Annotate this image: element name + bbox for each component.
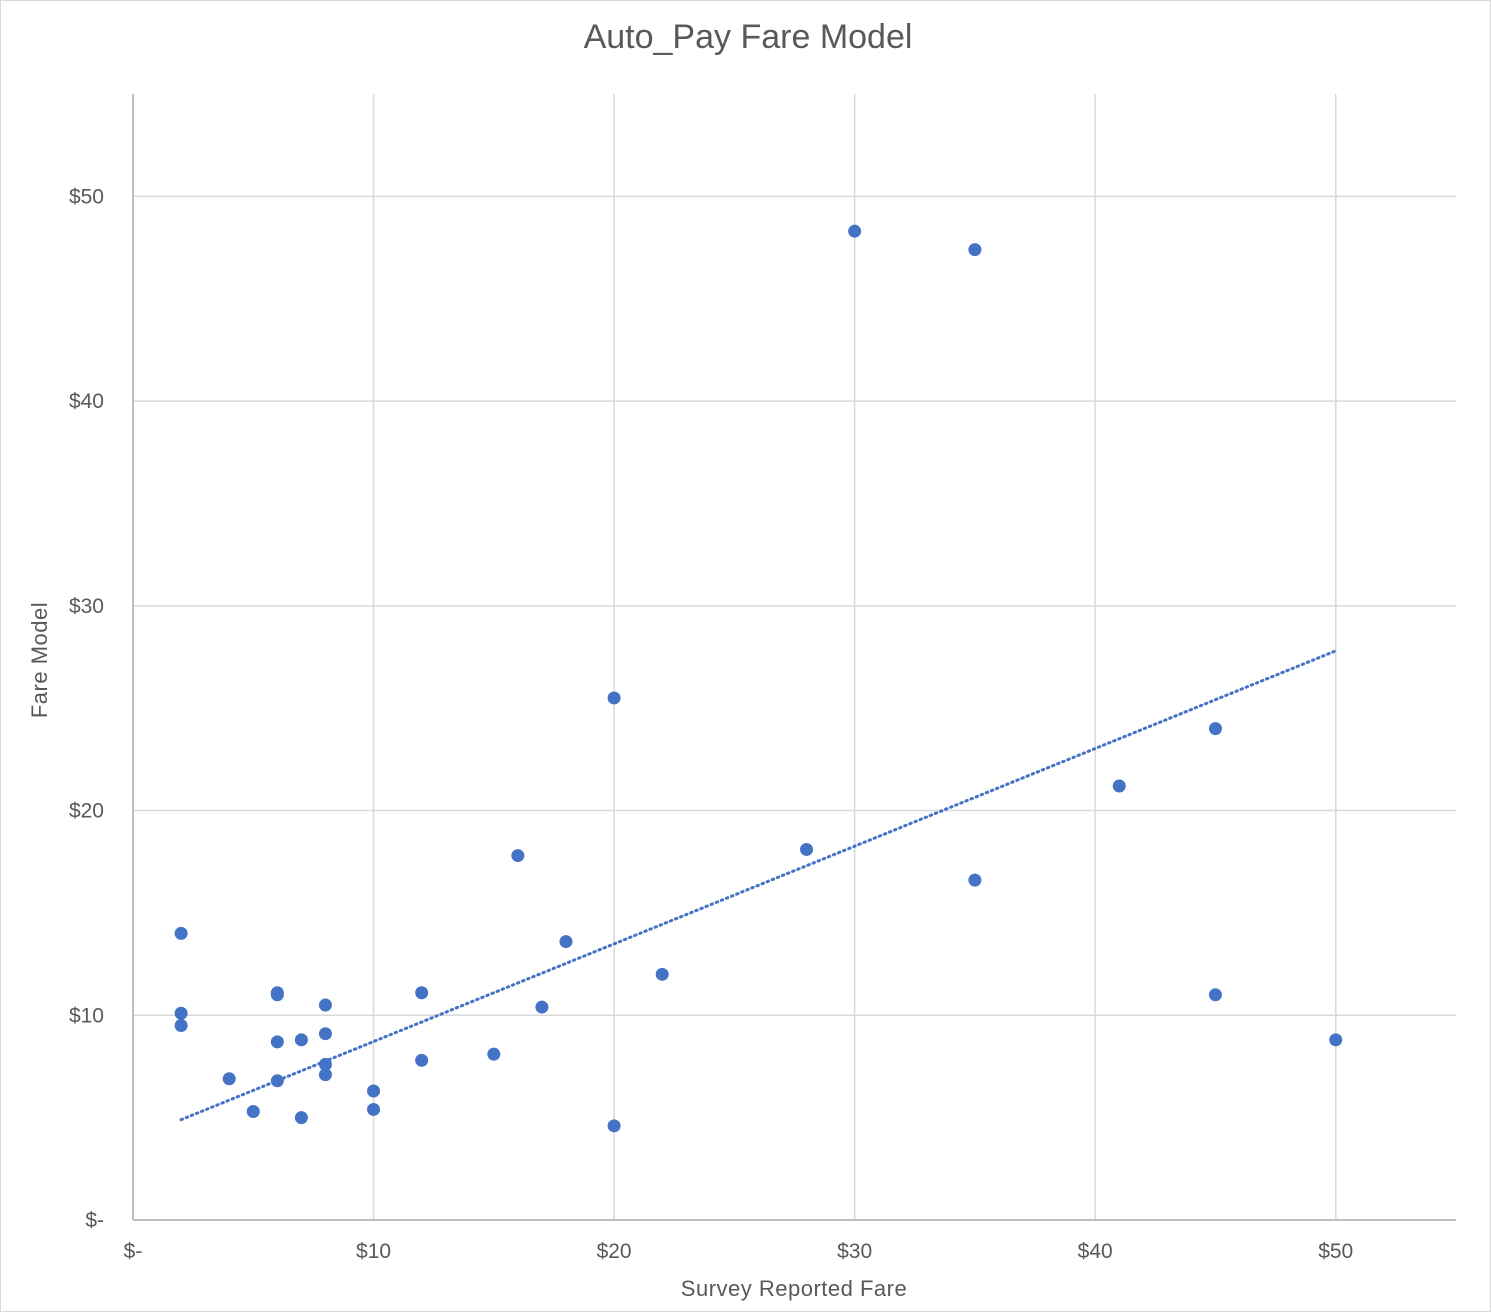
data-point: [415, 986, 429, 1000]
y-tick-label: $50: [69, 185, 104, 208]
trendline: [179, 649, 1338, 1122]
data-point: [1329, 1033, 1343, 1047]
x-tick-label: $20: [597, 1240, 632, 1263]
data-point: [487, 1047, 501, 1061]
x-tick-label: $30: [837, 1240, 872, 1263]
x-axis-label: Survey Reported Fare: [680, 1276, 908, 1301]
data-point: [270, 988, 284, 1002]
x-tick-label: $-: [124, 1240, 143, 1263]
data-point: [1112, 779, 1126, 793]
gridlines: [133, 94, 1456, 1220]
data-point: [415, 1053, 429, 1067]
data-point: [968, 243, 982, 257]
y-axis-label: Fare Model: [27, 601, 52, 719]
data-point: [174, 1006, 188, 1020]
y-tick-label: $40: [69, 390, 104, 413]
data-point: [318, 998, 332, 1012]
trendline-layer: [179, 649, 1338, 1122]
data-point: [607, 1119, 621, 1133]
y-tick-label: $30: [69, 595, 104, 618]
data-point: [270, 1074, 284, 1088]
y-tick-label: $10: [69, 1004, 104, 1027]
data-point: [968, 873, 982, 887]
y-tick-label: $20: [69, 800, 104, 823]
data-point: [222, 1072, 236, 1086]
data-point: [559, 935, 573, 949]
data-point: [294, 1033, 308, 1047]
data-point: [367, 1102, 381, 1116]
data-point: [318, 1027, 332, 1041]
x-tick-label: $50: [1318, 1240, 1353, 1263]
data-point: [535, 1000, 549, 1014]
data-point: [511, 849, 525, 863]
data-point: [367, 1084, 381, 1098]
data-point: [318, 1068, 332, 1082]
data-point: [318, 1057, 332, 1071]
data-point: [655, 967, 669, 981]
data-point: [294, 1111, 308, 1125]
data-point: [848, 224, 862, 238]
data-point: [1208, 722, 1222, 736]
data-point: [270, 1035, 284, 1049]
axes: [132, 94, 1456, 1221]
data-point: [246, 1104, 260, 1118]
chart-title: Auto_Pay Fare Model: [583, 18, 913, 56]
x-tick-label: $10: [356, 1240, 391, 1263]
tick-labels: $- $10 $20 $30 $40 $50 $- $10 $20 $30 $40 $50: [69, 185, 1353, 1263]
data-points: [174, 224, 1343, 1133]
y-tick-label: $-: [85, 1209, 104, 1232]
x-tick-label: $40: [1078, 1240, 1113, 1263]
data-point: [607, 691, 621, 705]
data-point: [174, 926, 188, 940]
data-point: [1208, 988, 1222, 1002]
data-point: [800, 842, 814, 856]
data-point: [174, 1019, 188, 1033]
